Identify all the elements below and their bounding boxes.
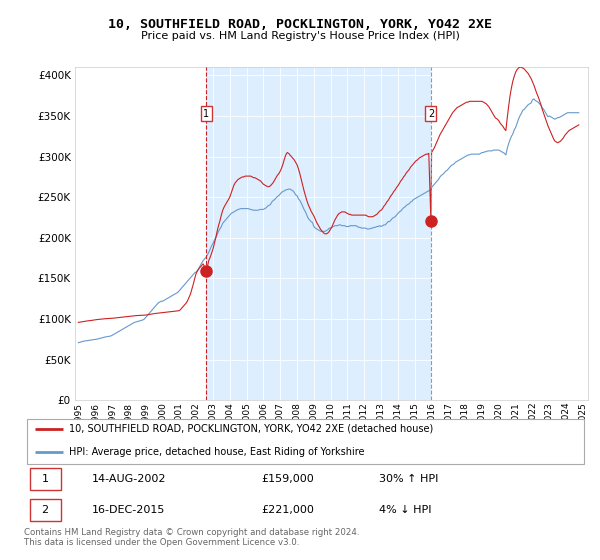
Text: £221,000: £221,000 (261, 505, 314, 515)
Text: 1: 1 (41, 474, 49, 484)
Text: 4% ↓ HPI: 4% ↓ HPI (379, 505, 432, 515)
FancyBboxPatch shape (27, 419, 584, 464)
Text: HPI: Average price, detached house, East Riding of Yorkshire: HPI: Average price, detached house, East… (69, 447, 365, 457)
Text: 30% ↑ HPI: 30% ↑ HPI (379, 474, 439, 484)
Text: 2: 2 (41, 505, 49, 515)
Text: 14-AUG-2002: 14-AUG-2002 (92, 474, 166, 484)
Text: 10, SOUTHFIELD ROAD, POCKLINGTON, YORK, YO42 2XE (detached house): 10, SOUTHFIELD ROAD, POCKLINGTON, YORK, … (69, 424, 433, 434)
Text: 10, SOUTHFIELD ROAD, POCKLINGTON, YORK, YO42 2XE: 10, SOUTHFIELD ROAD, POCKLINGTON, YORK, … (108, 18, 492, 31)
Text: Contains HM Land Registry data © Crown copyright and database right 2024.
This d: Contains HM Land Registry data © Crown c… (24, 528, 359, 548)
Text: 1: 1 (203, 109, 209, 119)
Text: 2: 2 (428, 109, 434, 119)
Bar (206, 67, 431, 400)
FancyBboxPatch shape (29, 468, 61, 490)
FancyBboxPatch shape (29, 499, 61, 521)
Text: 16-DEC-2015: 16-DEC-2015 (92, 505, 165, 515)
Text: Price paid vs. HM Land Registry's House Price Index (HPI): Price paid vs. HM Land Registry's House … (140, 31, 460, 41)
Text: £159,000: £159,000 (261, 474, 314, 484)
